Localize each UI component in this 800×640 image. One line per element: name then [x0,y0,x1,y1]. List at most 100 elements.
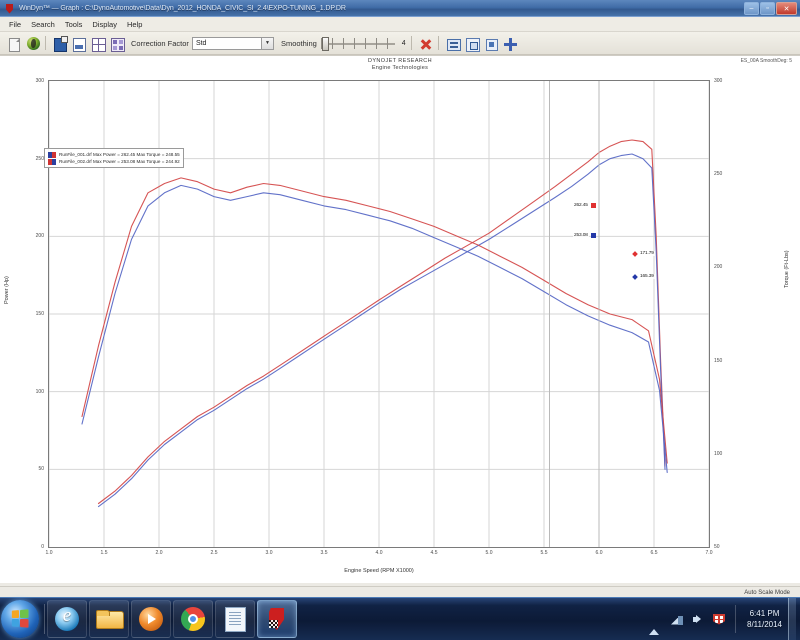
taskbar-clock[interactable]: 6:41 PM 8/11/2014 [741,608,788,630]
plot-svg [49,81,709,547]
correction-factor-select[interactable]: Std ▼ [191,36,274,50]
taskbar-internet-explorer[interactable] [47,600,87,638]
start-button[interactable] [1,600,39,638]
chart-header: DYNOJET RESEARCH Engine Technologies [0,58,800,71]
taskbar-windyn[interactable] [257,600,297,638]
y-tick-label-left: 200 [35,233,44,240]
chart-header-line1: DYNOJET RESEARCH [367,58,433,64]
taskbar-separator [44,604,45,634]
grid-view-button[interactable] [89,35,106,52]
square-blue-marker-icon [590,233,596,238]
chart-canvas[interactable]: DYNOJET RESEARCH Engine Technologies ES_… [0,55,800,583]
y-tick-label-left: 300 [35,78,44,84]
callout-peak-power-red[interactable]: 262.45 [573,203,596,208]
open-run-button[interactable] [51,35,68,52]
globe-button[interactable] [24,35,40,51]
x-tick-label: 1.0 [45,550,53,556]
minimize-button[interactable]: – [744,2,759,15]
menu-item-help[interactable]: Help [126,19,143,29]
diamond-red-marker-icon [632,250,638,257]
save-run-button[interactable] [70,35,86,52]
taskbar: 6:41 PM 8/11/2014 [0,597,800,640]
menu-item-search[interactable]: Search [31,19,55,29]
note-icon [224,606,246,632]
windyn-application-window: WinDyn™ — Graph : C:\DynoAutomotive\Data… [0,0,800,598]
y-tick-label-left: 150 [35,311,44,317]
callout-peak-power-red-value: 262.45 [573,203,589,208]
y-tick-label-right: 50 [714,544,720,550]
chart-header-line2: Engine Technologies [371,65,429,71]
y-axis-title-left: Power (Hp) [4,276,10,304]
slider-ticks [320,37,395,49]
y-axis-title-right: Torque (Ft-Lbs) [784,250,790,288]
taskbar-chrome[interactable] [173,600,213,638]
status-mode-text: Auto Scale Mode [744,589,790,596]
window-titlebar[interactable]: WinDyn™ — Graph : C:\DynoAutomotive\Data… [0,0,800,17]
legend-swatch-2 [48,158,56,165]
x-tick-label: 5.5 [540,550,548,556]
smoothing-value: 4 [401,39,406,47]
dyno-shield-icon [266,607,288,631]
x-tick-label: 3.5 [320,550,328,556]
x-tick-label: 1.5 [100,550,108,556]
new-document-button[interactable] [5,35,21,52]
annotate-button[interactable] [444,35,461,51]
taskbar-media-player[interactable] [131,600,171,638]
callout-peak-torque-blue[interactable]: 165.39 [632,273,655,280]
properties-button[interactable] [482,35,498,51]
callout-peak-torque-red[interactable]: 171.79 [632,250,655,257]
x-tick-label: 6.0 [595,550,603,556]
toolbar-separator-2 [410,36,412,50]
taskbar-notepad[interactable] [215,600,255,638]
menu-item-file[interactable]: File [9,19,22,29]
correction-factor-value: Std [195,39,207,47]
menu-item-display[interactable]: Display [92,19,117,29]
tray-action-center-icon[interactable] [712,612,727,627]
delete-trace-button[interactable] [417,35,433,51]
globe-icon [27,37,40,50]
tray-show-hidden-icon[interactable] [649,611,664,635]
maximize-button[interactable]: ▫ [760,2,775,15]
wmp-icon [139,607,163,631]
page-save-icon [73,38,86,52]
slider-thumb[interactable] [321,36,329,51]
chart-legend[interactable]: RunFile_001.drf Max Power = 262.45 Max T… [44,148,184,168]
callout-peak-torque-red-value: 171.79 [639,251,655,256]
clock-time: 6:41 PM [749,609,780,618]
diamond-blue-marker-icon [632,273,638,280]
chart-header-right-note: ES_00A SmoothDeg: 5 [740,58,792,64]
clock-date: 8/11/2014 [747,620,782,629]
callout-peak-power-blue[interactable]: 253.08 [573,233,596,238]
square-red-marker-icon [590,203,596,208]
legend-label-2: RunFile_002.drf Max Power = 253.08 Max T… [59,159,180,164]
zoom-window-button[interactable] [463,35,480,52]
x-tick-label: 4.0 [375,550,383,556]
cross-arrows-icon [503,38,517,51]
taskbar-file-explorer[interactable] [89,600,129,638]
chrome-icon [181,607,205,631]
smoothing-slider[interactable] [320,36,396,51]
y-tick-label-left: 100 [35,388,44,395]
close-button[interactable]: ✕ [776,2,797,15]
correction-factor-label: Correction Factor [131,38,189,48]
window-controls: – ▫ ✕ [744,2,797,15]
document-icon [9,38,20,52]
show-desktop-button[interactable] [788,598,796,640]
y-tick-label-right: 300 [714,78,723,84]
grid-icon [92,38,106,52]
toolbar-separator-3 [437,36,439,50]
chevron-down-icon[interactable]: ▼ [260,37,273,49]
smoothing-label: Smoothing [280,38,317,48]
menu-item-tools[interactable]: Tools [64,19,83,29]
y-tick-label-left: 50 [38,466,44,473]
tray-network-icon[interactable] [670,612,685,627]
box-small-icon [485,39,498,51]
table-view-button[interactable] [108,35,125,52]
pan-crosshair-button[interactable] [501,35,517,51]
tray-volume-icon[interactable] [691,612,706,627]
x-tick-label: 4.5 [430,550,438,556]
app-icon [4,3,16,15]
toolbar-separator-1 [45,36,46,50]
legend-swatch-1 [48,151,56,158]
